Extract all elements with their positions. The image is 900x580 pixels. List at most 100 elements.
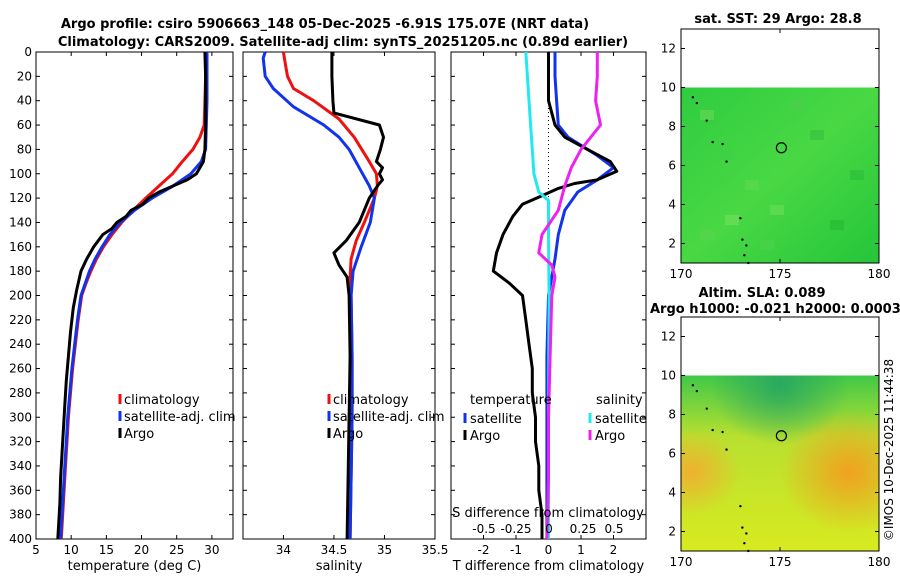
legend-label: satellite xyxy=(595,412,647,427)
sst-pixel-patch xyxy=(790,100,804,110)
sst-pixel-patch xyxy=(720,150,734,160)
island-marker xyxy=(739,504,742,508)
island-marker xyxy=(741,238,744,241)
x-tick-label: -1 xyxy=(510,543,522,557)
sst-map-panel: 170 175 180 2 4 6 8 10 12 sat. SST: 29 Argo: 28.8 xyxy=(661,12,891,281)
island-marker xyxy=(741,526,744,529)
lat-tick-label: 2 xyxy=(668,237,676,251)
lon-tick-label: 170 xyxy=(670,267,693,281)
sst-pixel-patch xyxy=(700,110,714,120)
legend-title-temperature: temperature xyxy=(470,393,552,408)
x-tick-label: 15 xyxy=(99,543,114,557)
lat-tick-label: 4 xyxy=(668,198,676,212)
x-tick-label: 10 xyxy=(64,543,79,557)
island-marker xyxy=(721,430,724,434)
secondary-axis-label: S difference from climatology xyxy=(452,506,644,521)
island-marker xyxy=(691,384,695,387)
island-marker xyxy=(705,119,708,122)
lat-tick-label: 6 xyxy=(668,159,676,173)
figure-title-line1: Argo profile: csiro 5906663_148 05-Dec-2… xyxy=(61,17,589,32)
argo-position-marker xyxy=(775,430,787,442)
lon-tick-label: 175 xyxy=(769,555,792,569)
sla-field-high-west xyxy=(681,375,879,551)
sst-pixel-patch xyxy=(700,230,714,240)
island-marker xyxy=(711,428,714,432)
sst-pixel-patch xyxy=(810,130,824,140)
depth-tick-label: 340 xyxy=(9,459,32,473)
lon-tick-label: 175 xyxy=(769,267,792,281)
lat-tick-label: 4 xyxy=(668,486,676,500)
depth-tick-label: 20 xyxy=(17,69,32,83)
x-tick-label: 0 xyxy=(545,543,553,557)
depth-tick-label: 100 xyxy=(9,167,32,181)
series-line-satellite-adj-clim xyxy=(261,51,376,540)
depth-tick-label: 120 xyxy=(9,191,32,205)
depth-tick-label: 400 xyxy=(9,532,32,546)
sst-map-title: sat. SST: 29 Argo: 28.8 xyxy=(694,12,861,27)
depth-tick-label: 320 xyxy=(9,435,32,449)
x-axis-label: temperature (deg C) xyxy=(68,559,202,574)
legend-label: Argo xyxy=(124,427,154,442)
secondary-tick-label: 0.5 xyxy=(604,522,623,536)
x-tick-label: 20 xyxy=(134,543,149,557)
island-marker xyxy=(721,142,724,146)
island-marker xyxy=(691,96,695,99)
x-axis-label: salinity xyxy=(316,559,363,574)
x-tick-label: 34.5 xyxy=(321,543,348,557)
argo-position-marker xyxy=(775,142,787,154)
island-marker xyxy=(725,448,728,451)
island-marker xyxy=(705,407,708,410)
secondary-tick-label: 0 xyxy=(545,522,553,536)
sst-pixel-patch xyxy=(850,170,864,180)
salinity-panel: 34 34.5 35 35.5 salinity climatology satellite… xyxy=(242,51,449,574)
sst-pixel-patch xyxy=(745,180,759,190)
x-tick-label: 25 xyxy=(169,543,184,557)
lat-tick-label: 10 xyxy=(661,81,676,95)
legend-label: Argo xyxy=(333,427,363,442)
difference-panel: -2 -1 0 1 2 T difference from climatology temp… xyxy=(450,51,647,574)
depth-tick-label: 260 xyxy=(9,362,32,376)
series-line-argo xyxy=(56,51,208,540)
legend-label: climatology xyxy=(333,393,409,408)
depth-tick-label: 280 xyxy=(9,386,32,400)
x-tick-label: 35 xyxy=(377,543,392,557)
sst-pixel-patch xyxy=(760,240,774,250)
depth-tick-label: 40 xyxy=(17,94,32,108)
depth-tick-label: 200 xyxy=(9,289,32,303)
island-marker xyxy=(739,216,742,220)
lat-tick-label: 8 xyxy=(668,120,676,134)
lat-tick-label: 12 xyxy=(661,330,676,344)
temperature-panel: 0 20 40 60 80 100 120 140 160 180 200 220 240 260 280 3… xyxy=(9,45,236,574)
depth-tick-label: 160 xyxy=(9,240,32,254)
depth-tick-label: 0 xyxy=(24,45,32,59)
x-tick-label: 1 xyxy=(577,543,585,557)
x-tick-label: 34 xyxy=(276,543,291,557)
series-line-salinity-argo xyxy=(537,52,602,540)
legend-label: climatology xyxy=(124,393,200,408)
lat-tick-label: 12 xyxy=(661,42,676,56)
island-marker xyxy=(711,140,714,144)
depth-tick-label: 300 xyxy=(9,410,32,424)
timestamp-label: ©IMOS 10-Dec-2025 11:44:38 xyxy=(882,359,896,541)
sst-pixel-patch xyxy=(725,215,739,225)
sst-pixel-patch xyxy=(770,205,784,215)
lon-tick-label: 180 xyxy=(868,555,891,569)
depth-tick-label: 80 xyxy=(17,142,32,156)
figure-title-line2: Climatology: CARS2009. Satellite-adj cli… xyxy=(58,35,628,50)
island-marker xyxy=(725,160,728,163)
plot-frame xyxy=(242,51,436,540)
series-line-temperature-satellite xyxy=(545,52,615,539)
island-marker xyxy=(743,254,746,257)
depth-tick-label: 240 xyxy=(9,337,32,351)
legend-label: satellite xyxy=(470,412,522,427)
x-tick-label: 35.5 xyxy=(422,543,449,557)
lon-tick-label: 180 xyxy=(868,267,891,281)
x-tick-label: 5 xyxy=(32,543,40,557)
lat-tick-label: 10 xyxy=(661,369,676,383)
series-line-argo xyxy=(330,52,385,540)
legend-label: Argo xyxy=(470,429,500,444)
depth-tick-label: 380 xyxy=(9,508,32,522)
depth-tick-label: 180 xyxy=(9,264,32,278)
legend-label: Argo xyxy=(595,429,625,444)
